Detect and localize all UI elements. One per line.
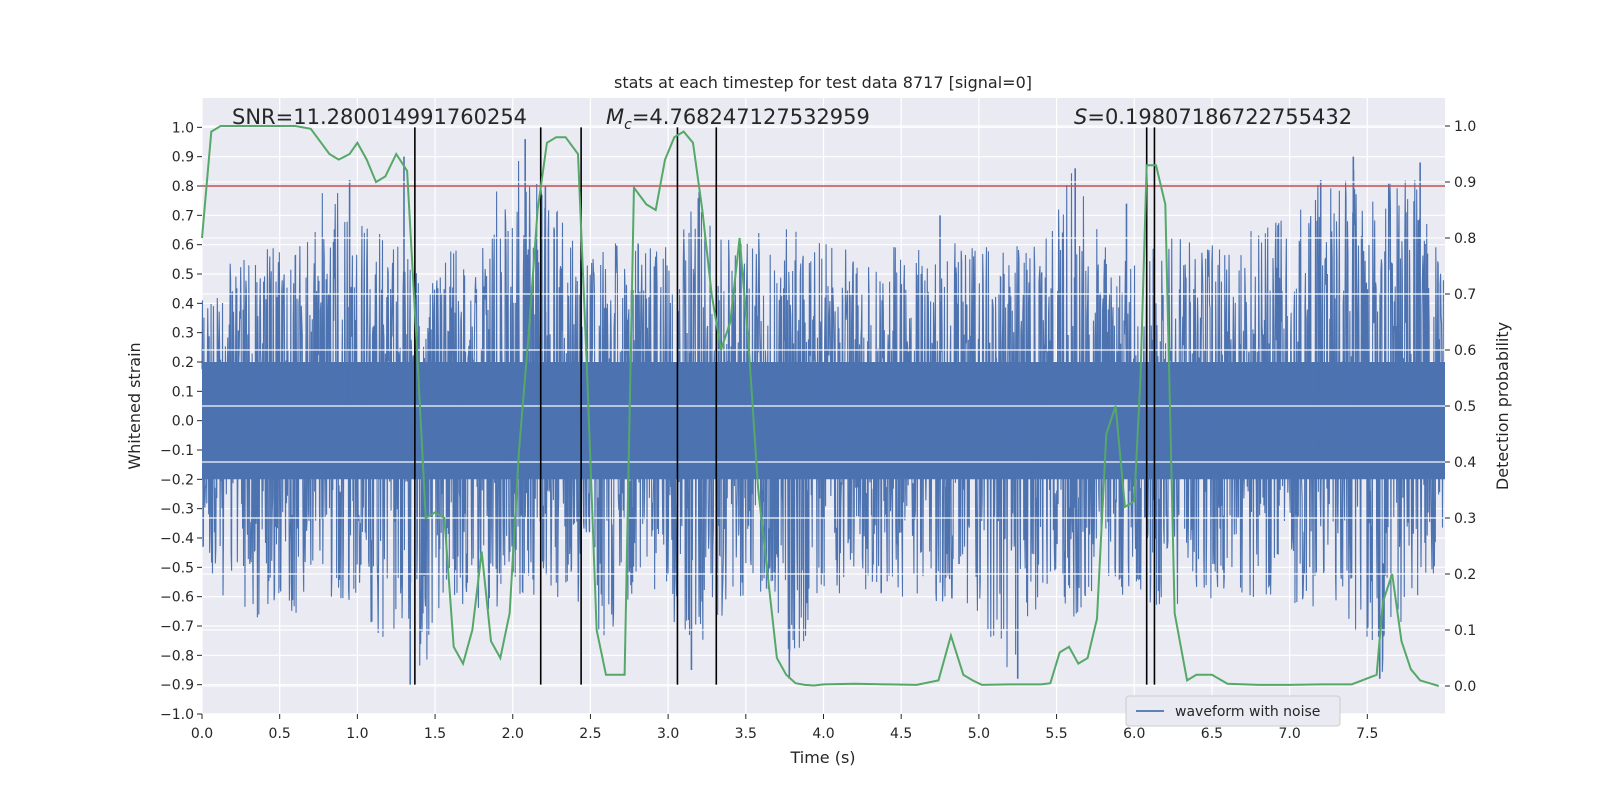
y-right-tick-label-5: 0.5	[1454, 399, 1476, 415]
x-tick-label-14: 7.0	[1278, 726, 1300, 742]
y-left-tick-label-16: 0.6	[172, 238, 194, 254]
y-left-tick-label-5: −0.5	[160, 560, 194, 576]
s-value: =0.19807186722755432	[1087, 105, 1352, 129]
x-tick-label-7: 3.5	[735, 726, 757, 742]
y-left-tick-label-6: −0.4	[160, 531, 194, 547]
y-left-axis-ticks: −1.0 −0.9 −0.8 −0.7 −0.6 −0.5 −0.4 −0.3 −0.2 −0.1…	[160, 120, 202, 723]
x-axis-ticks: 0.0 0.5 1.0 1.5 2.0 2.5 3.0 3.5 4.0 4.5 5.0 5.5 6.0 6…	[191, 714, 1378, 742]
y-left-tick-label-19: 0.9	[172, 150, 194, 166]
legend-box	[1125, 695, 1341, 727]
y-left-tick-label-8: −0.2	[160, 472, 194, 488]
y-right-tick-label-10: 1.0	[1454, 119, 1476, 135]
y-right-tick-label-6: 0.6	[1454, 343, 1476, 359]
y-right-axis-ticks: 0.0 0.1 0.2 0.3 0.4 0.5 0.6 0.7 0.8 0.9 1.0	[1445, 119, 1476, 695]
chirp-mass-value: =4.768247127532959	[632, 105, 870, 129]
x-tick-label-5: 2.5	[579, 726, 601, 742]
y-left-tick-label-20: 1.0	[172, 120, 194, 136]
x-tick-label-0: 0.0	[191, 726, 213, 742]
x-axis-label: Time (s)	[789, 748, 855, 767]
y-right-tick-label-7: 0.7	[1454, 287, 1476, 303]
y-right-axis-label: Detection probability	[1493, 322, 1512, 490]
x-tick-label-15: 7.5	[1356, 726, 1378, 742]
y-right-tick-label-1: 0.1	[1454, 623, 1476, 639]
probability-line	[201, 125, 1440, 687]
vertical-lines-layer	[414, 127, 1156, 685]
chirp-mass-subscript: c	[624, 117, 632, 133]
y-left-tick-label-9: −0.1	[160, 443, 194, 459]
y-left-tick-label-10: 0.0	[172, 414, 194, 430]
legend: waveform with noise	[1125, 695, 1341, 727]
y-right-tick-label-9: 0.9	[1454, 175, 1476, 191]
x-tick-label-1: 0.5	[269, 726, 291, 742]
y-left-tick-label-14: 0.4	[172, 296, 194, 312]
x-tick-label-2: 1.0	[346, 726, 368, 742]
y-left-tick-label-18: 0.8	[172, 179, 194, 195]
y-left-tick-label-1: −0.9	[160, 678, 194, 694]
x-tick-label-11: 5.5	[1045, 726, 1067, 742]
chirp-mass-annotation: Mc=4.768247127532959	[606, 105, 870, 133]
chirp-mass-symbol: M	[606, 105, 624, 129]
x-tick-label-8: 4.0	[812, 726, 834, 742]
x-tick-label-13: 6.5	[1201, 726, 1223, 742]
y-left-tick-label-15: 0.5	[172, 267, 194, 283]
y-right-tick-label-8: 0.8	[1454, 231, 1476, 247]
x-tick-label-4: 2.0	[502, 726, 524, 742]
y-left-tick-label-7: −0.3	[160, 502, 194, 518]
s-annotation: S=0.19807186722755432	[1074, 105, 1352, 129]
y-left-tick-label-0: −1.0	[160, 707, 194, 723]
x-tick-label-9: 4.5	[890, 726, 912, 742]
y-right-tick-label-3: 0.3	[1454, 511, 1476, 527]
y-right-tick-label-4: 0.4	[1454, 455, 1476, 471]
y-left-tick-label-17: 0.7	[172, 208, 194, 224]
y-left-axis-label: Whitened strain	[125, 342, 144, 469]
chart-title: stats at each timestep for test data 871…	[614, 73, 1032, 92]
y-right-tick-label-2: 0.2	[1454, 567, 1476, 583]
s-symbol: S	[1074, 105, 1087, 129]
x-tick-label-12: 6.0	[1123, 726, 1145, 742]
x-tick-label-10: 5.0	[968, 726, 990, 742]
waveform-trace	[201, 161, 1444, 672]
x-tick-label-6: 3.0	[657, 726, 679, 742]
y-left-tick-label-3: −0.7	[160, 619, 194, 635]
y-left-tick-label-4: −0.6	[160, 590, 194, 606]
snr-annotation: SNR=11.280014991760254	[232, 105, 527, 129]
y-left-tick-label-12: 0.2	[172, 355, 194, 371]
legend-label-waveform: waveform with noise	[1175, 704, 1320, 720]
grid-overlay	[202, 125, 1445, 687]
y-right-tick-label-0: 0.0	[1454, 679, 1476, 695]
y-left-tick-label-2: −0.8	[160, 648, 194, 664]
x-tick-label-3: 1.5	[424, 726, 446, 742]
y-left-tick-label-13: 0.3	[172, 326, 194, 342]
y-left-tick-label-11: 0.1	[172, 384, 194, 400]
probability-layer	[201, 125, 1440, 687]
